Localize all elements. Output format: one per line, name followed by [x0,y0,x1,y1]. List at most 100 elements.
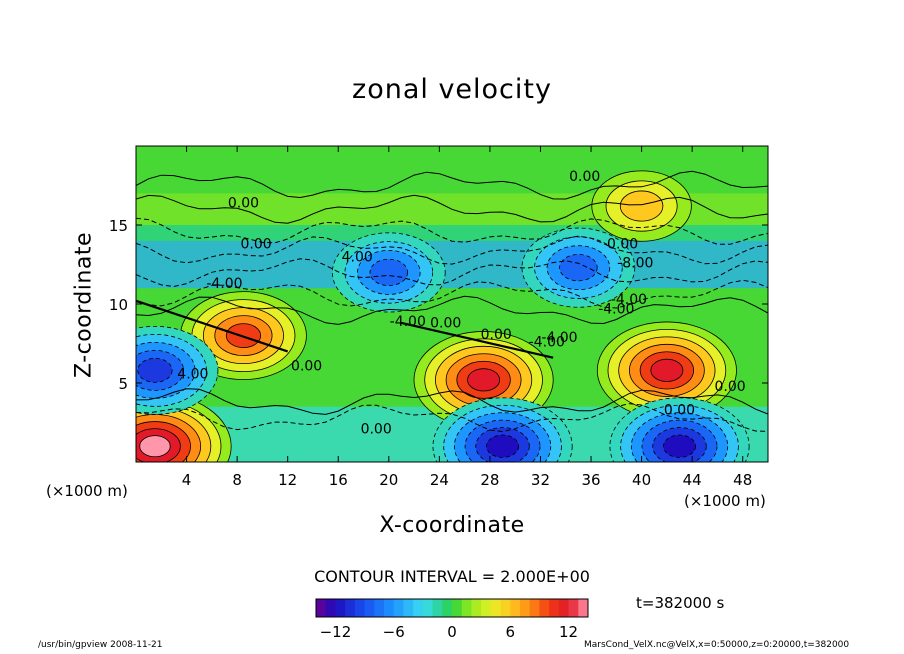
colorbar-cell [481,599,492,617]
contour-line [136,295,768,325]
x-unit-label-left: (×1000 m) [46,482,128,500]
colorbar-tick-label: 0 [447,623,457,641]
field-feature [432,397,573,462]
colorbar-cell [403,599,414,617]
contour-label: 0.00 [664,403,695,419]
colorbar-cell [432,599,443,617]
field-feature [136,325,219,415]
colorbar-cell [354,599,366,617]
x-tick-label: 16 [329,471,348,489]
y-axis: 5 10 15 [109,217,768,393]
x-axis: 4 8 12 16 20 24 28 32 36 40 44 48 [182,146,752,489]
contour-label: -4.00 [390,314,426,330]
contour-label: -4.00 [206,276,242,292]
colorbar-tick-label: 6 [506,623,516,641]
y-tick-label: 10 [109,296,128,314]
footer-right: MarsCond_VelX.nc@VelX,x=0:50000,z=0:2000… [584,640,850,650]
x-tick-label: 32 [531,471,550,489]
field-feature [596,321,737,420]
colorbar-cell [510,599,521,617]
contour-label: -4.00 [598,301,634,317]
time-label: t=382000 s [636,594,725,612]
contour-label: 4.00 [342,249,373,265]
x-tick-label: 24 [430,471,449,489]
chart-title: zonal velocity [352,74,552,105]
colorbar: −12 −6 0 6 12 [315,598,589,641]
colorbar-cell [520,599,531,617]
contour-label: 0.00 [240,237,271,253]
contour-label: -8.00 [617,256,653,272]
colorbar-cell [335,599,346,617]
contour-label: 0.00 [607,237,638,253]
front-line [136,299,289,353]
colorbar-cell [384,599,395,617]
contour-label: 0.00 [430,316,461,332]
field-feature [521,227,636,308]
colorbar-cell [452,599,463,617]
x-tick-label: 4 [182,471,192,489]
contour-label: 0.00 [291,358,322,374]
colorbar-cell [549,599,560,617]
y-tick-label: 15 [109,217,128,235]
colorbar-cell [539,599,550,617]
contour-label: -4.00 [529,335,565,351]
field-feature [591,170,692,242]
contour-label: -4.00 [541,330,577,346]
colorbar-cell [442,599,453,617]
contour-line [136,235,768,265]
contour-line [136,217,768,245]
colorbar-cell [345,599,356,617]
colorbar-tick-label: −12 [320,623,352,641]
x-tick-label: 36 [581,471,600,489]
contour-line [136,194,768,224]
field-feature [413,331,554,429]
colorbar-tick-label: −6 [383,623,405,641]
colorbar-cell [413,599,424,617]
front-line [401,321,554,359]
field-feature [331,232,446,313]
x-tick-label: 44 [683,471,702,489]
x-tick-label: 40 [632,471,651,489]
colorbar-tick-label: 12 [559,623,578,641]
colorbar-cell [578,599,589,617]
y-tick-label: 5 [118,375,128,393]
colorbar-cell [490,599,502,617]
colorbar-cell [471,599,482,617]
contour-line [136,170,768,200]
colorbar-cell [568,599,579,617]
x-tick-label: 8 [232,471,242,489]
contour-interval-text: CONTOUR INTERVAL = 2.000E+00 [314,567,590,586]
colorbar-cell [364,599,375,617]
colorbar-cell [422,599,434,617]
colorbar-cell [393,599,404,617]
x-tick-label: 48 [733,471,752,489]
contour-label: 0.00 [361,422,392,438]
colorbar-cell [461,599,472,617]
contour-label: 0.00 [481,327,512,343]
colorbar-cell [529,599,540,617]
contour-label: -4.00 [611,292,647,308]
contour-lines [136,170,768,433]
x-tick-label: 28 [480,471,499,489]
x-tick-label: 20 [379,471,398,489]
contour-label: 0.00 [569,169,600,185]
contour-line [136,279,768,309]
colorbar-cell [316,599,327,617]
contour-labels: 0.000.000.00-4.004.000.00-8.00-4.00-4.00… [177,169,745,438]
y-axis-label: Z-coordinate [71,232,97,378]
x-axis-label: X-coordinate [379,513,525,538]
x-tick-label: 12 [278,471,297,489]
colorbar-cell [500,599,511,617]
footer-left: /usr/bin/gpview 2008-11-21 [38,640,163,650]
field-feature [609,397,750,462]
contour-label: 0.00 [228,196,259,212]
contour-label: 4.00 [177,366,208,382]
contour-label: 0.00 [714,379,745,395]
contour-line [136,388,768,415]
colorbar-cell [325,599,336,617]
contour-line [136,403,768,433]
colorbar-cell [374,599,385,617]
colorbar-cell [558,599,570,617]
contour-line [136,258,768,288]
